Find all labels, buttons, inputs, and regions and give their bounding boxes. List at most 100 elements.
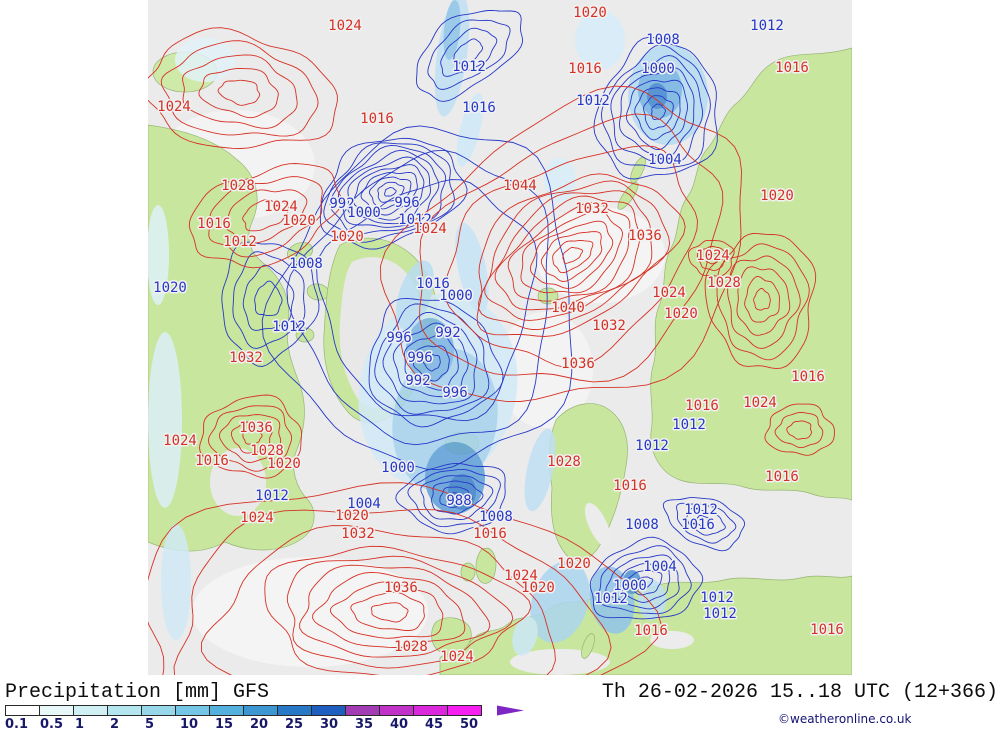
legend-arrow-icon <box>497 705 524 716</box>
pressure-value-label: 1016 <box>681 517 715 533</box>
pressure-value-label: 1004 <box>643 559 677 575</box>
isobar-contour <box>148 482 662 675</box>
isobar-contour <box>221 241 320 367</box>
pressure-value-label: 1036 <box>239 420 273 436</box>
isobar-contour <box>395 462 506 535</box>
legend-value-label: 25 <box>285 717 304 732</box>
isobar-contour <box>148 27 338 149</box>
isobar-contour <box>625 79 688 151</box>
isobar-contour <box>637 576 654 588</box>
arctic-island <box>295 327 315 343</box>
legend-color-swatch-10 <box>175 705 210 716</box>
pressure-value-label: 1024 <box>240 510 274 526</box>
isobar-contour <box>261 125 573 471</box>
landmass-siberia <box>650 47 852 501</box>
isobar-contour <box>520 210 623 294</box>
isobar-contour <box>360 171 418 216</box>
pressure-value-label: 1032 <box>341 526 375 542</box>
hudson-bay <box>210 448 266 516</box>
isobar-contour <box>312 571 466 648</box>
pressure-value-label: 1012 <box>672 417 706 433</box>
isobar-contour <box>744 276 780 323</box>
pressure-value-label: 1024 <box>743 395 777 411</box>
isobar-contour <box>242 199 290 232</box>
pressure-value-label: 1016 <box>775 60 809 76</box>
isobar-contour <box>188 163 343 269</box>
pressure-value-label: 1012 <box>398 212 432 228</box>
isobar-contour <box>540 231 603 282</box>
isobar-contour <box>440 27 498 77</box>
landmass-scandinavia <box>549 403 628 561</box>
isobar-contour <box>208 176 323 258</box>
pressure-value-label: 1024 <box>696 248 730 264</box>
isobar-contour <box>687 239 735 277</box>
isobar-contour <box>443 145 698 369</box>
legend-value-label: 30 <box>320 717 339 732</box>
pressure-value-label: 996 <box>442 385 467 401</box>
pressure-value-label: 1016 <box>791 369 825 385</box>
isobar-contour <box>160 40 319 137</box>
isobar-contour <box>662 497 746 552</box>
pressure-value-label: 1000 <box>439 288 473 304</box>
isobar-contour <box>286 555 514 669</box>
isobar-contour <box>736 266 791 336</box>
legend-color-swatch-5 <box>141 705 176 716</box>
isobar-contour <box>368 176 412 210</box>
legend-value-label: 15 <box>215 717 234 732</box>
isobar-contour <box>329 581 444 639</box>
isobar-contour <box>786 420 812 440</box>
isobar-contour <box>696 245 728 271</box>
isobar-contour <box>242 429 263 445</box>
isobar-contour <box>696 515 715 529</box>
isobar-contour <box>597 545 692 615</box>
legend-value-label: 20 <box>250 717 269 732</box>
isobar-contour <box>407 468 501 528</box>
isobar-contour <box>319 137 468 250</box>
pressure-value-label: 1024 <box>504 568 538 584</box>
isobar-contour <box>452 38 484 65</box>
isobar-contour <box>182 54 298 129</box>
legend-value-label: 0.5 <box>40 717 64 732</box>
isobar-contour <box>368 297 504 428</box>
isobar-contour <box>198 68 279 119</box>
pressure-value-label: 1016 <box>195 453 229 469</box>
pressure-value-label: 1020 <box>153 280 187 296</box>
pressure-value-label: 1044 <box>503 178 537 194</box>
isobar-contour <box>377 181 405 203</box>
pressure-value-label: 1008 <box>289 256 323 272</box>
landmass-iberia <box>431 617 472 656</box>
landmass-canada <box>148 124 315 552</box>
isobar-contour <box>589 536 704 620</box>
pressure-value-label: 1020 <box>335 508 369 524</box>
pressure-value-label: 1028 <box>547 454 581 470</box>
isobar-contour <box>230 421 273 454</box>
pressure-value-label: 1000 <box>641 61 675 77</box>
forecast-datetime: Th 26-02-2026 15..18 UTC (12+366) <box>601 681 998 704</box>
pressure-value-label: 1016 <box>462 100 496 116</box>
pressure-value-label: 1000 <box>381 460 415 476</box>
pressure-value-label: 1032 <box>592 318 626 334</box>
pressure-value-label: 1012 <box>635 438 669 454</box>
pressure-value-label: 1024 <box>264 199 298 215</box>
pressure-value-label: 1008 <box>479 509 513 525</box>
pressure-value-label: 996 <box>394 195 419 211</box>
legend-color-swatch-35 <box>345 705 380 716</box>
landmass-italy <box>581 633 595 659</box>
land-layer <box>148 47 852 675</box>
isobar-contour <box>552 240 594 274</box>
pressure-value-label: 1020 <box>557 556 591 572</box>
pressure-value-label: 1036 <box>561 356 595 372</box>
black-sea <box>650 631 694 649</box>
pressure-value-label: 1032 <box>575 201 609 217</box>
legend-color-swatch-1 <box>73 705 108 716</box>
isobar-contour <box>704 233 817 370</box>
pressure-value-label: 1012 <box>576 93 610 109</box>
pressure-value-label: 1024 <box>652 285 686 301</box>
pressure-value-label: 1016 <box>634 623 668 639</box>
precipitation-legend-values: 0.1 0.5 1 2 5 10 15 20 25 30 35 40 45 50 <box>5 717 495 732</box>
pressure-value-label: 1012 <box>684 502 718 518</box>
isobar-contour <box>422 353 441 372</box>
isobar-contour <box>626 569 663 596</box>
